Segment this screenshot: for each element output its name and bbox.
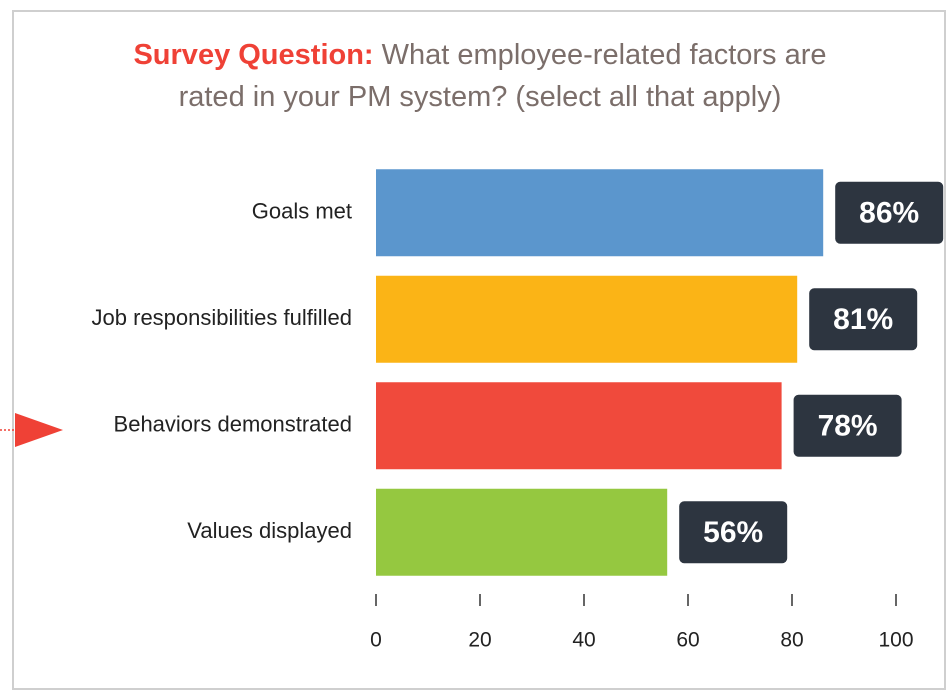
value-label: 81% [833,303,893,336]
value-label-box [835,181,944,244]
x-tick-label: 100 [878,629,913,652]
x-tick-label: 20 [468,629,491,652]
x-tick-label: 80 [780,629,803,652]
category-label: Values displayed [187,518,352,543]
x-tick-label: 0 [370,629,382,652]
category-label: Goals met [252,199,352,224]
pointer-arrow [15,413,63,447]
value-label: 86% [859,197,919,230]
value-label: 56% [703,516,763,549]
category-label: Job responsibilities fulfilled [92,305,352,330]
x-tick-label: 60 [676,629,699,652]
value-label: 78% [818,410,878,443]
bar [376,382,782,470]
bar [376,169,824,257]
x-tick-label: 40 [572,629,595,652]
value-label-box [679,501,788,564]
value-label-box [793,394,902,457]
category-label: Behaviors demonstrated [114,412,352,437]
bar [376,488,668,576]
title-label: Survey Question: [133,39,374,71]
chart-title: Survey Question: What employee-related f… [110,34,850,118]
title-text: What employee-related factors are rated … [178,39,827,113]
frame [12,10,946,690]
bar [376,275,798,363]
value-label-box [809,288,918,351]
